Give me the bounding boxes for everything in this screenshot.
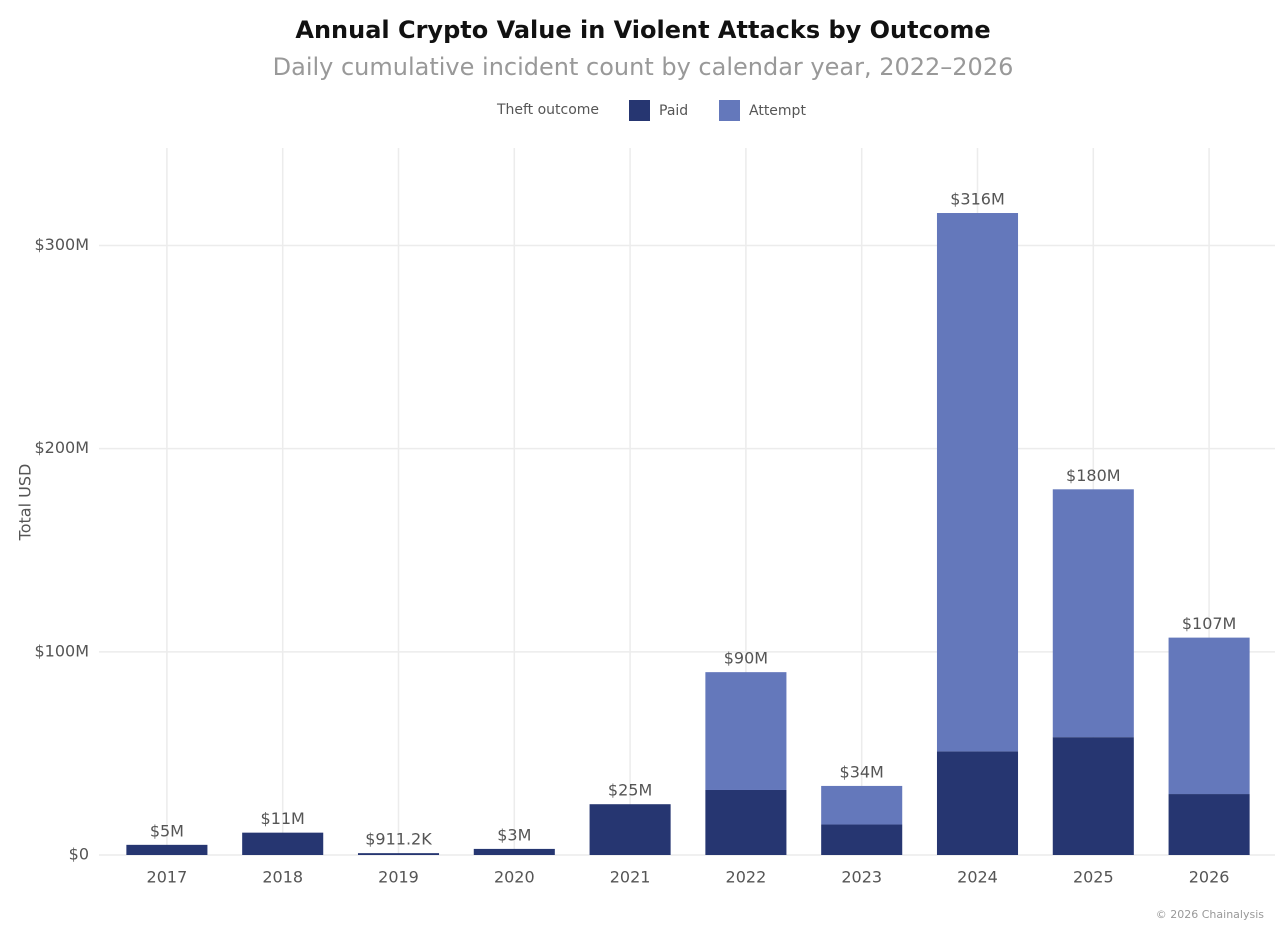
bar-segment bbox=[473, 848, 555, 855]
x-tick-label: 2019 bbox=[378, 868, 419, 887]
source: © 2026 Chainalysis bbox=[1156, 908, 1265, 921]
x-tick-label: 2024 bbox=[957, 868, 998, 887]
bar-segment bbox=[1168, 794, 1250, 855]
legend-swatch bbox=[719, 100, 740, 121]
x-tick-label: 2020 bbox=[494, 868, 535, 887]
total-label: $25M bbox=[608, 781, 652, 800]
bar-segment bbox=[936, 751, 1019, 855]
chart-subtitle: Daily cumulative incident count by calen… bbox=[273, 53, 1014, 81]
bar-segment bbox=[821, 785, 903, 825]
total-label: $316M bbox=[950, 190, 1005, 209]
x-tick-label: 2025 bbox=[1073, 868, 1114, 887]
total-label: $11M bbox=[261, 809, 305, 828]
x-tick-label: 2022 bbox=[726, 868, 767, 887]
y-tick-label: $200M bbox=[34, 438, 89, 457]
bar-segment bbox=[705, 789, 787, 855]
bar-segment bbox=[936, 213, 1019, 752]
legend-label: Attempt bbox=[749, 103, 806, 119]
total-label: $3M bbox=[497, 825, 531, 844]
legend-label: Paid bbox=[659, 103, 688, 119]
total-label: $34M bbox=[840, 762, 884, 781]
total-label: $180M bbox=[1066, 466, 1121, 485]
bar-segment bbox=[821, 824, 903, 855]
total-label: $5M bbox=[150, 821, 184, 840]
bar-segment bbox=[1052, 737, 1134, 855]
x-tick-label: 2023 bbox=[841, 868, 882, 887]
x-tick-label: 2018 bbox=[262, 868, 303, 887]
bar-segment bbox=[357, 853, 440, 855]
y-axis-label: Total USD bbox=[16, 464, 35, 542]
bar-segment bbox=[589, 804, 671, 855]
legend-swatch bbox=[629, 100, 650, 121]
bar-segment bbox=[1168, 637, 1250, 795]
legend-title: Theft outcome bbox=[496, 102, 599, 118]
chart-title: Annual Crypto Value in Violent Attacks b… bbox=[295, 16, 990, 44]
bar-segment bbox=[242, 832, 324, 855]
bar-segment bbox=[126, 844, 208, 855]
bar-segment bbox=[1052, 489, 1134, 738]
bar-segment bbox=[705, 672, 787, 790]
total-label: $107M bbox=[1182, 614, 1237, 633]
x-tick-label: 2017 bbox=[147, 868, 188, 887]
y-tick-label: $100M bbox=[34, 641, 89, 660]
y-tick-label: $0 bbox=[69, 845, 89, 864]
x-tick-label: 2021 bbox=[610, 868, 651, 887]
y-tick-label: $300M bbox=[34, 235, 89, 254]
total-label: $90M bbox=[724, 649, 768, 668]
x-tick-label: 2026 bbox=[1189, 868, 1230, 887]
total-label: $911.2K bbox=[365, 830, 432, 849]
